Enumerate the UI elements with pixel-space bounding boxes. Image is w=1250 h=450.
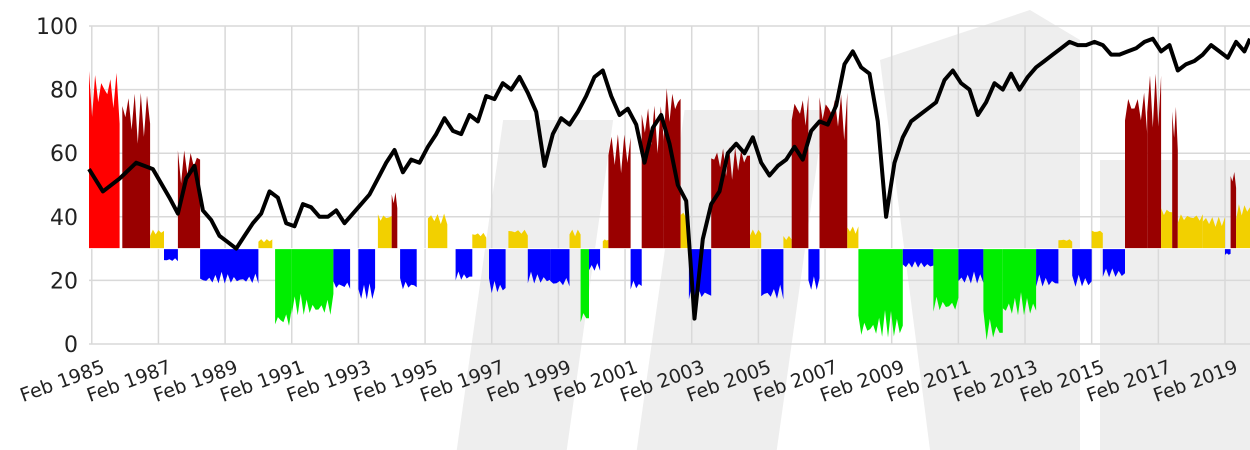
band-darkred <box>391 192 398 249</box>
band-darkred <box>122 92 151 249</box>
band-darkred <box>1230 172 1237 249</box>
band-darkred <box>641 105 664 249</box>
band-blue <box>550 248 570 287</box>
band-yellow <box>150 229 164 249</box>
band-blue <box>200 248 259 284</box>
band-darkred <box>819 92 848 249</box>
band-green <box>1002 248 1037 316</box>
band-blue <box>1036 248 1059 287</box>
band-yellow <box>427 213 448 249</box>
band-blue <box>400 248 417 290</box>
band-blue <box>761 248 784 300</box>
band-yellow <box>1177 214 1203 249</box>
band-yellow <box>569 229 581 249</box>
line-series-path <box>87 36 1250 321</box>
band-blue <box>489 248 506 294</box>
band-darkred <box>608 134 631 249</box>
band-blue <box>958 248 984 284</box>
y-tick-label: 80 <box>50 79 78 104</box>
band-blue <box>358 248 376 300</box>
band-yellow <box>847 226 859 249</box>
y-tick-label: 100 <box>36 15 78 40</box>
band-blue <box>1102 248 1125 278</box>
y-axis-ticks: 0 20 40 60 80 100 <box>36 15 78 358</box>
band-darkred <box>1125 92 1148 249</box>
band-green <box>291 248 334 316</box>
band-darkred <box>711 146 750 249</box>
band-darkred <box>1172 106 1178 249</box>
band-yellow <box>508 229 528 249</box>
band-yellow <box>1202 216 1225 249</box>
band-blue <box>1225 248 1231 255</box>
band-yellow <box>750 229 762 249</box>
band-darkred <box>1147 73 1162 249</box>
band-yellow <box>258 239 273 249</box>
band-yellow <box>783 235 792 249</box>
band-green <box>580 248 589 323</box>
band-blue <box>589 248 601 271</box>
band-blue <box>333 248 351 289</box>
line-series <box>87 36 1250 321</box>
area-bands <box>89 71 1250 341</box>
band-red <box>89 71 120 249</box>
band-blue <box>527 248 551 284</box>
band-green <box>983 248 1003 341</box>
y-tick-label: 40 <box>50 206 78 231</box>
band-blue <box>630 248 642 290</box>
band-yellow <box>377 214 392 249</box>
band-darkred <box>663 88 681 249</box>
y-tick-label: 20 <box>50 269 78 294</box>
band-blue <box>1072 248 1092 287</box>
band-blue <box>455 248 473 281</box>
y-tick-label: 60 <box>50 142 78 167</box>
y-tick-label: 0 <box>64 333 78 358</box>
band-yellow <box>602 239 609 249</box>
band-blue <box>164 248 178 262</box>
band-green <box>933 248 959 312</box>
band-yellow <box>1058 239 1073 249</box>
band-green <box>275 248 292 326</box>
band-blue <box>808 248 820 290</box>
band-yellow <box>472 232 487 249</box>
band-blue <box>902 248 934 268</box>
band-yellow <box>1091 230 1103 249</box>
band-green <box>858 248 903 338</box>
band-darkred <box>791 94 809 249</box>
band-yellow <box>1161 208 1173 249</box>
band-yellow <box>1236 204 1250 249</box>
